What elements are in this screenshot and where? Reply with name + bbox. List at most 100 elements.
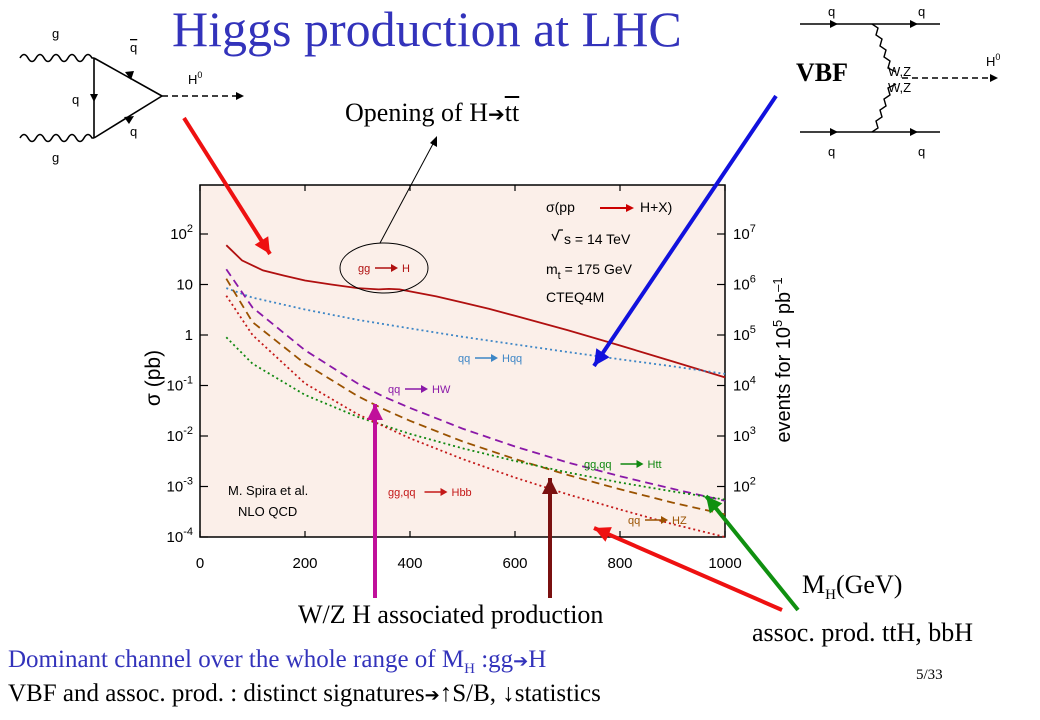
ggf-feynman-diagram: g g q q q H0	[19, 26, 244, 165]
y2-tick-label: 105	[733, 324, 756, 344]
series-labels: gg Hqq Hqq qq HW qq HZ gg,qq Htt gg,qq Hbb	[358, 263, 687, 527]
series-label: qq	[628, 515, 640, 527]
highlight-ellipse	[339, 242, 429, 294]
page-number: 5/33	[916, 667, 943, 683]
annotation-arrow	[593, 526, 783, 612]
y-axis-right: 102 103 104 105 106 107	[717, 223, 756, 496]
arrow-icon	[661, 516, 668, 524]
y2-tick-label: 106	[733, 274, 756, 294]
quark-arrow-icon	[125, 71, 134, 80]
series-label: HZ	[672, 515, 687, 527]
series-label: H	[402, 263, 410, 275]
series-label: Hqq	[502, 353, 522, 365]
arrow-icon: ➔	[487, 104, 505, 126]
info-top-mass: mt = 175 GeV	[546, 261, 633, 282]
vbf-summary-text: VBF and assoc. prod. : distinct signatur…	[8, 680, 601, 707]
higgs-arrow-icon	[990, 74, 998, 82]
slide-title: Higgs production at LHC	[172, 1, 682, 57]
y-tick-label: 10-1	[167, 375, 193, 395]
diagram-label: q	[72, 92, 79, 107]
arrow-head-icon	[594, 348, 610, 366]
vbf-feynman-diagram: q q q q W,Z W,Z H0	[800, 4, 1000, 159]
quark-arrow-icon	[124, 116, 134, 124]
x-tick-label: 0	[196, 555, 204, 572]
boson-top-line	[871, 23, 897, 73]
x-axis-label: MH(GeV)	[802, 570, 903, 604]
callout-line	[379, 141, 435, 244]
annotation-arrow	[592, 94, 778, 368]
diagram-label: W,Z	[888, 80, 911, 95]
arrow-head-icon	[367, 404, 383, 420]
x-tick-label: 800	[607, 555, 632, 572]
annotation-arrow	[182, 116, 272, 256]
series-line	[225, 278, 726, 516]
diagram-label: g	[52, 150, 59, 165]
y-tick-label: 10-3	[167, 476, 193, 496]
series-label: Hbb	[452, 487, 472, 499]
assoc-annotation: assoc. prod. ttH, bbH	[752, 618, 973, 647]
y-axis-label: σ (pb)	[142, 350, 165, 406]
opening-suffix: tt	[504, 98, 520, 127]
y-tick-label: 10-2	[167, 425, 193, 445]
arrow-icon: ➔	[513, 651, 529, 671]
y-tick-label: 102	[170, 223, 193, 243]
y2-tick-label: 107	[733, 223, 756, 243]
credit-line: NLO QCD	[238, 504, 297, 519]
arrow-icon: ➔	[424, 685, 440, 705]
callout-arrow-icon	[430, 136, 437, 147]
arrow-icon	[421, 385, 428, 393]
diagram-label: q	[828, 144, 835, 159]
boson-bottom-line	[871, 83, 897, 133]
diagram-label: q	[130, 40, 137, 55]
opening-label: Opening of H➔tt	[345, 98, 519, 128]
y-tick-label: 10	[176, 277, 193, 294]
diagram-label: H0	[986, 52, 1000, 69]
annotation-arrows	[182, 94, 800, 612]
gluon-top-line	[19, 53, 94, 63]
y2-tick-label: 104	[733, 375, 756, 395]
diagram-label: q	[130, 124, 137, 139]
arrow-head-icon	[254, 236, 270, 254]
series-line	[225, 244, 726, 379]
dominant-channel-text: Dominant channel over the whole range of…	[8, 646, 547, 677]
opening-prefix: Opening of H	[345, 98, 488, 127]
series-group	[225, 244, 726, 538]
diagram-label: q	[918, 144, 925, 159]
info-process: σ(pp	[546, 199, 575, 215]
x-tick-label: 600	[502, 555, 527, 572]
quark-arrow-icon	[910, 128, 918, 136]
x-tick-label: 400	[397, 555, 422, 572]
arrow-icon	[491, 354, 498, 362]
series-line	[225, 287, 726, 375]
diagram-label: q	[828, 4, 835, 19]
arrow-icon	[440, 488, 448, 496]
credit-line: M. Spira et al.	[228, 483, 308, 498]
diagram-label: W,Z	[888, 64, 911, 79]
diagram-label: g	[52, 26, 59, 41]
vbf-label: VBF	[796, 58, 848, 87]
x-tick-label: 1000	[708, 555, 741, 572]
series-label: HW	[432, 384, 451, 396]
series-line	[225, 268, 726, 502]
arrow-icon	[626, 204, 634, 212]
series-label: gg	[358, 263, 370, 275]
series-label: gg,qq	[388, 487, 416, 499]
higgs-arrow-icon	[236, 92, 244, 100]
y2-tick-label: 103	[733, 425, 756, 445]
quark-arrow-icon	[910, 20, 918, 28]
y2-axis-label: events for 105 pb–1	[770, 277, 795, 442]
arrow-icon	[636, 460, 644, 468]
y2-tick-label: 102	[733, 476, 756, 496]
arrow-head-icon	[594, 527, 612, 542]
y-tick-label: 10-4	[167, 526, 193, 546]
series-label: qq	[458, 353, 470, 365]
x-axis: 0 200 400 600 800 1000	[196, 185, 742, 572]
series-label: Htt	[648, 459, 662, 471]
quark-arrow-icon	[830, 20, 838, 28]
diagram-label: H0	[188, 70, 202, 87]
quark-arrow-icon	[90, 94, 98, 102]
y-axis-left: 10-4 10-3 10-2 10-1 1 10 102	[167, 223, 208, 546]
y-tick-label: 1	[185, 327, 193, 344]
arrow-head-icon	[542, 478, 558, 494]
